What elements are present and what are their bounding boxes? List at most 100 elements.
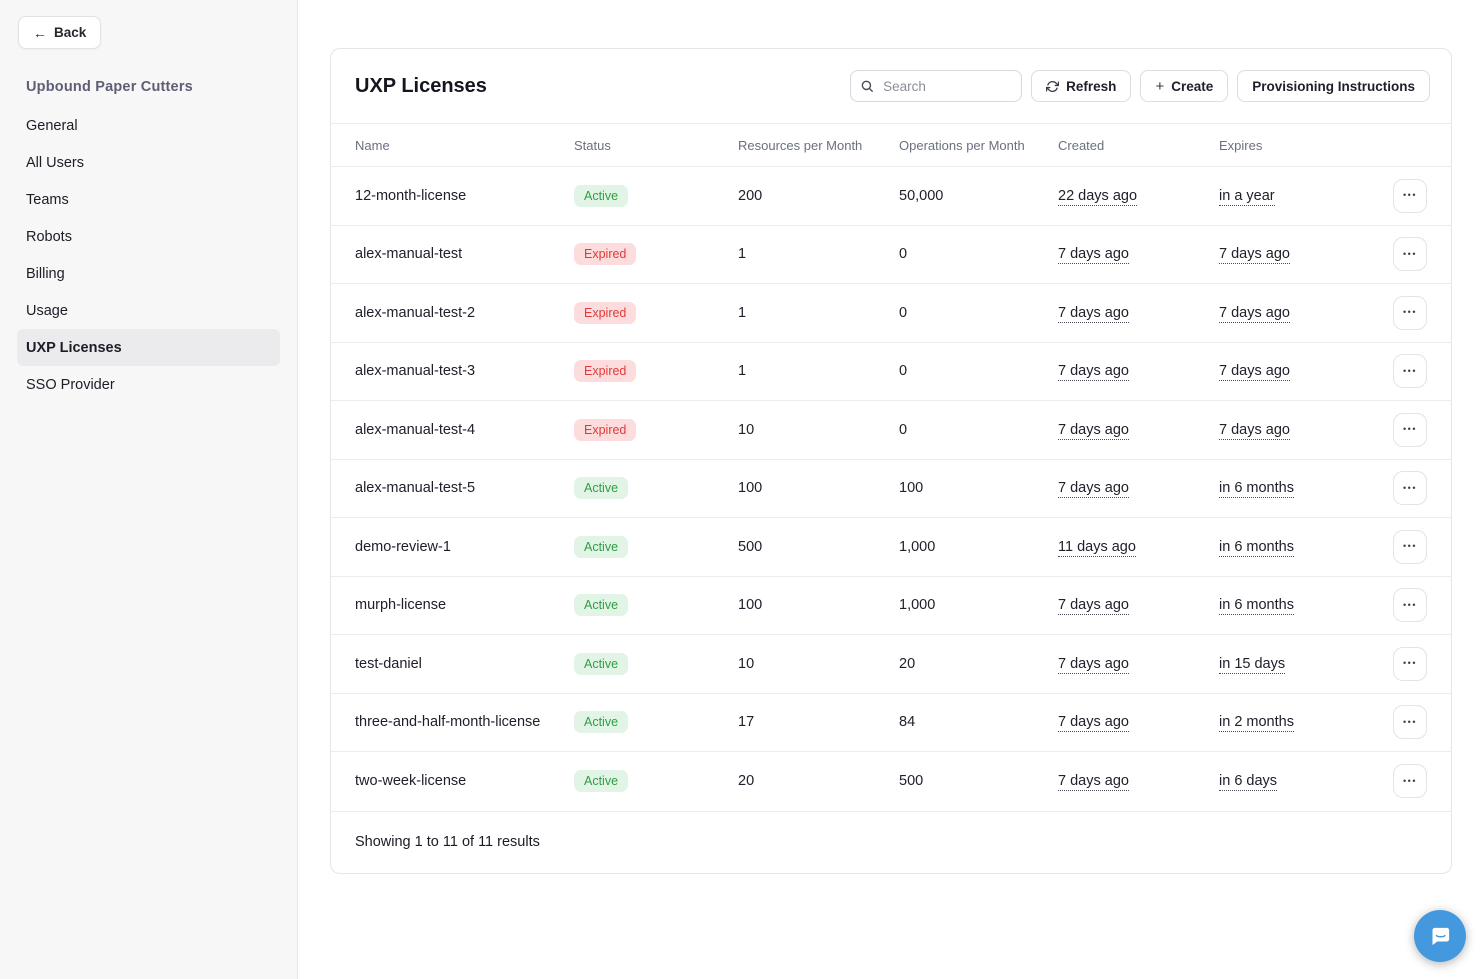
actions-cell: ••• <box>1393 237 1427 272</box>
created-cell: 7 days ago <box>1058 773 1219 792</box>
actions-cell: ••• <box>1393 646 1427 681</box>
license-name: 12-month-license <box>355 187 467 204</box>
expires-cell: 7 days ago <box>1219 246 1393 265</box>
row-actions-button[interactable]: ••• <box>1393 471 1427 506</box>
arrow-left-icon: ← <box>33 24 47 41</box>
created-cell: 7 days ago <box>1058 597 1219 616</box>
operations-per-month-value: 84 <box>899 714 916 731</box>
operations-per-month-value: 100 <box>899 480 924 497</box>
row-actions-button[interactable]: ••• <box>1393 705 1427 740</box>
column-header-created: Created <box>1058 137 1105 153</box>
sidebar-item-label: All Users <box>26 154 85 171</box>
create-button[interactable]: + Create <box>1140 70 1229 102</box>
sidebar: ← Back Upbound Paper Cutters General All… <box>0 0 298 979</box>
provisioning-instructions-button[interactable]: Provisioning Instructions <box>1237 70 1430 102</box>
sidebar-item-billing[interactable]: Billing <box>17 255 280 292</box>
expires-cell: 7 days ago <box>1219 363 1393 382</box>
expires-cell: in 6 days <box>1219 773 1393 792</box>
status-cell: Active <box>574 652 738 675</box>
row-actions-button[interactable]: ••• <box>1393 588 1427 623</box>
ellipsis-icon: ••• <box>1403 307 1417 318</box>
sidebar-item-usage[interactable]: Usage <box>17 292 280 329</box>
license-name: demo-review-1 <box>355 538 451 555</box>
ellipsis-icon: ••• <box>1403 716 1417 727</box>
expires-cell: in 6 months <box>1219 597 1393 616</box>
operations-per-month-value: 50,000 <box>899 187 944 204</box>
created-value: 7 days ago <box>1058 480 1129 499</box>
results-summary: Showing 1 to 11 of 11 results <box>355 834 540 850</box>
status-badge: Expired <box>574 243 637 266</box>
license-name: test-daniel <box>355 655 422 672</box>
sidebar-item-label: Usage <box>26 302 68 319</box>
resources-per-month-value: 17 <box>738 714 755 731</box>
status-cell: Active <box>574 535 738 558</box>
status-cell: Active <box>574 711 738 734</box>
row-actions-button[interactable]: ••• <box>1393 237 1427 272</box>
table-header-row: Name Status Resources per Month Operatio… <box>331 123 1451 167</box>
search-input[interactable] <box>850 70 1023 102</box>
created-value: 7 days ago <box>1058 421 1129 440</box>
table-row: murph-license Active 100 1,000 7 days ag… <box>331 577 1451 635</box>
row-actions-button[interactable]: ••• <box>1393 412 1427 447</box>
column-header-operations: Operations per Month <box>899 137 1025 153</box>
created-value: 7 days ago <box>1058 655 1129 674</box>
refresh-button-label: Refresh <box>1066 78 1117 94</box>
created-cell: 7 days ago <box>1058 246 1219 265</box>
sidebar-item-uxp-licenses[interactable]: UXP Licenses <box>17 329 280 366</box>
card-header: UXP Licenses Refresh <box>331 49 1451 123</box>
actions-cell: ••• <box>1393 471 1427 506</box>
table-row: test-daniel Active 10 20 7 days ago in 1… <box>331 635 1451 694</box>
expires-cell: in 6 months <box>1219 480 1393 499</box>
status-cell: Expired <box>574 301 738 324</box>
expires-value: 7 days ago <box>1219 363 1290 382</box>
created-value: 7 days ago <box>1058 773 1129 792</box>
created-value: 7 days ago <box>1058 246 1129 265</box>
row-actions-button[interactable]: ••• <box>1393 764 1427 799</box>
status-cell: Active <box>574 184 738 207</box>
sidebar-item-teams[interactable]: Teams <box>17 181 280 218</box>
sidebar-item-sso-provider[interactable]: SSO Provider <box>17 366 280 403</box>
expires-cell: in 15 days <box>1219 655 1393 674</box>
resources-per-month-value: 1 <box>738 363 747 380</box>
row-actions-button[interactable]: ••• <box>1393 178 1427 213</box>
resources-per-month-value: 100 <box>738 597 763 614</box>
table-row: three-and-half-month-license Active 17 8… <box>331 694 1451 752</box>
expires-cell: in a year <box>1219 187 1393 206</box>
sidebar-item-all-users[interactable]: All Users <box>17 144 280 181</box>
expires-cell: 7 days ago <box>1219 304 1393 323</box>
ellipsis-icon: ••• <box>1403 365 1417 376</box>
back-button[interactable]: ← Back <box>18 16 102 49</box>
plus-icon: + <box>1155 77 1165 95</box>
refresh-button[interactable]: Refresh <box>1031 70 1132 102</box>
actions-cell: ••• <box>1393 412 1427 447</box>
created-cell: 7 days ago <box>1058 655 1219 674</box>
created-cell: 7 days ago <box>1058 363 1219 382</box>
chat-launcher-button[interactable] <box>1414 910 1466 962</box>
license-name: alex-manual-test <box>355 246 463 263</box>
license-name: three-and-half-month-license <box>355 714 541 731</box>
status-cell: Active <box>574 770 738 793</box>
expires-value: in 6 months <box>1219 480 1294 499</box>
status-badge: Expired <box>574 360 637 383</box>
resources-per-month-value: 500 <box>738 538 763 555</box>
actions-cell: ••• <box>1393 705 1427 740</box>
column-header-name: Name <box>355 137 390 153</box>
sidebar-item-robots[interactable]: Robots <box>17 218 280 255</box>
expires-value: in 6 months <box>1219 597 1294 616</box>
sidebar-item-general[interactable]: General <box>17 107 280 144</box>
status-cell: Expired <box>574 418 738 441</box>
created-cell: 7 days ago <box>1058 304 1219 323</box>
status-badge: Active <box>574 711 629 734</box>
created-value: 22 days ago <box>1058 187 1138 206</box>
created-cell: 22 days ago <box>1058 187 1219 206</box>
sidebar-item-label: Robots <box>26 228 72 245</box>
refresh-icon <box>1046 80 1060 92</box>
row-actions-button[interactable]: ••• <box>1393 295 1427 330</box>
operations-per-month-value: 0 <box>899 421 908 438</box>
row-actions-button[interactable]: ••• <box>1393 354 1427 389</box>
org-title: Upbound Paper Cutters <box>26 79 193 95</box>
row-actions-button[interactable]: ••• <box>1393 529 1427 564</box>
back-button-label: Back <box>54 25 87 40</box>
sidebar-nav: General All Users Teams Robots Billing U… <box>0 107 297 403</box>
row-actions-button[interactable]: ••• <box>1393 646 1427 681</box>
